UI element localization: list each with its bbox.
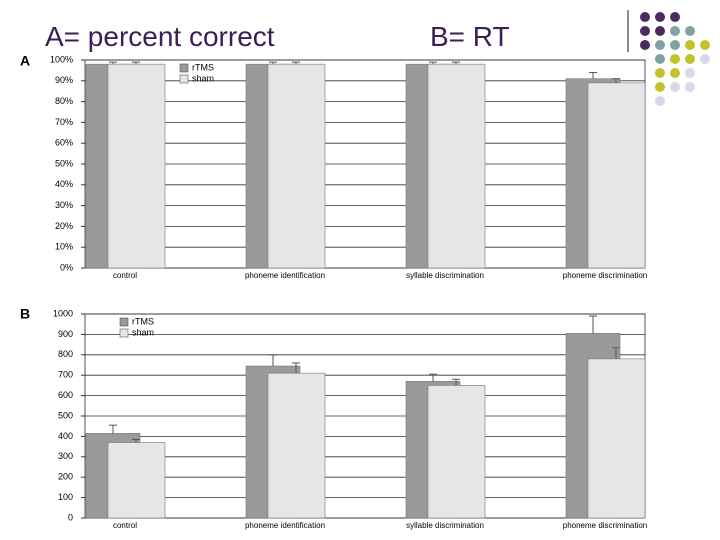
x-tick-label: phoneme identification xyxy=(244,521,326,530)
error-bar xyxy=(589,71,597,79)
bar xyxy=(587,358,646,519)
y-tick-label: 90% xyxy=(55,75,73,85)
x-tick-label: control xyxy=(112,271,137,280)
bar xyxy=(427,385,486,519)
decoration xyxy=(627,10,710,106)
bar xyxy=(267,63,326,269)
x-tick-label: control xyxy=(112,521,137,530)
panel-label: A xyxy=(20,53,30,69)
legend-swatch xyxy=(179,63,189,73)
bar xyxy=(107,63,166,269)
error-bar xyxy=(269,354,277,367)
legend-swatch xyxy=(119,328,129,338)
y-tick-label: 80% xyxy=(55,96,73,106)
error-bar xyxy=(132,61,140,65)
y-tick-label: 700 xyxy=(58,370,73,380)
bar xyxy=(427,63,486,269)
legend-swatch xyxy=(179,74,189,84)
error-bar xyxy=(589,315,597,334)
error-bar xyxy=(292,362,300,374)
error-bar xyxy=(452,378,460,386)
y-tick-label: 20% xyxy=(55,221,73,231)
y-tick-label: 50% xyxy=(55,158,73,168)
heading: A= percent correct xyxy=(45,21,275,52)
bar xyxy=(587,82,646,269)
x-tick-label: phoneme identification xyxy=(244,271,326,280)
y-tick-label: 0 xyxy=(68,512,73,522)
error-bar xyxy=(132,438,140,443)
legend-label: sham xyxy=(192,73,214,83)
error-bar xyxy=(292,61,300,65)
x-tick-label: syllable discrimination xyxy=(406,271,484,280)
error-bar xyxy=(612,78,620,83)
y-tick-label: 200 xyxy=(58,472,73,482)
y-tick-label: 800 xyxy=(58,349,73,359)
error-bar xyxy=(109,61,117,65)
error-bar xyxy=(429,61,437,65)
bar xyxy=(107,442,166,519)
y-tick-label: 400 xyxy=(58,431,73,441)
y-tick-label: 600 xyxy=(58,390,73,400)
error-bar xyxy=(269,61,277,65)
x-tick-label: phoneme discrimination xyxy=(562,521,648,530)
x-tick-label: syllable discrimination xyxy=(406,521,484,530)
legend-label: sham xyxy=(132,327,154,337)
legend-label: rTMS xyxy=(192,62,214,72)
y-tick-label: 900 xyxy=(58,329,73,339)
y-tick-label: 70% xyxy=(55,117,73,127)
y-tick-label: 500 xyxy=(58,410,73,420)
x-tick-label: phoneme discrimination xyxy=(562,271,648,280)
y-tick-label: 300 xyxy=(58,451,73,461)
error-bar xyxy=(429,373,437,382)
y-tick-label: 60% xyxy=(55,138,73,148)
error-bar xyxy=(452,61,460,65)
error-bar xyxy=(109,424,117,434)
y-tick-label: 30% xyxy=(55,200,73,210)
y-tick-label: 1000 xyxy=(53,308,73,318)
y-tick-label: 100 xyxy=(58,492,73,502)
heading: B= RT xyxy=(430,21,510,52)
error-bar xyxy=(612,347,620,359)
panel-label: B xyxy=(20,306,30,322)
y-tick-label: 0% xyxy=(60,262,73,272)
y-tick-label: 100% xyxy=(50,54,73,64)
legend-label: rTMS xyxy=(132,316,154,326)
legend-swatch xyxy=(119,317,129,327)
y-tick-label: 40% xyxy=(55,179,73,189)
y-tick-label: 10% xyxy=(55,242,73,252)
bar xyxy=(267,372,326,519)
